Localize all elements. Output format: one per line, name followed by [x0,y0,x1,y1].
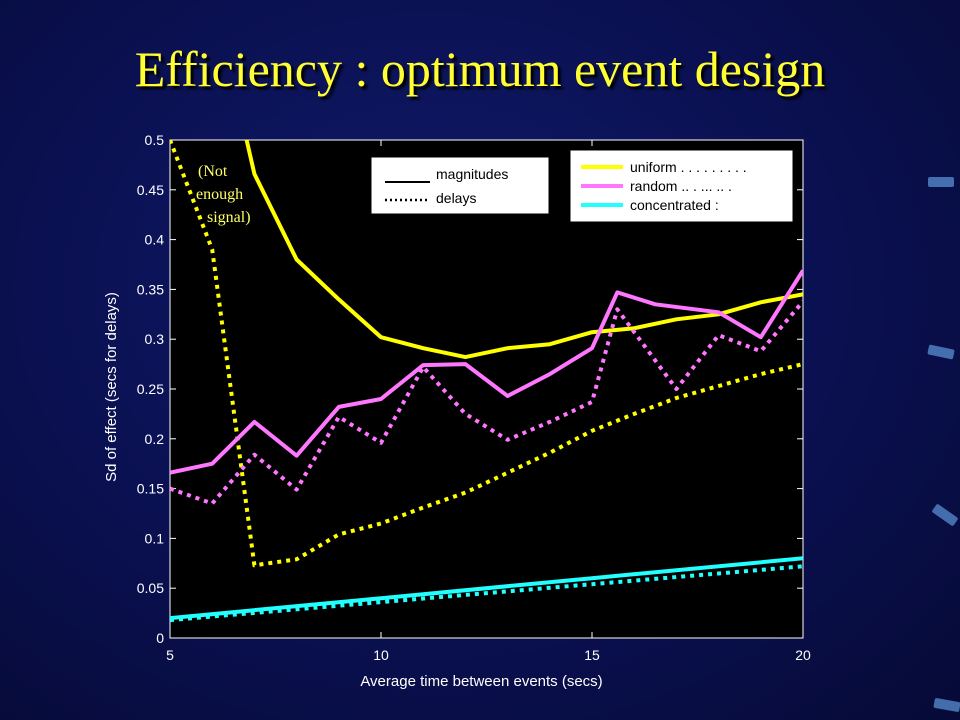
x-tick-label: 20 [795,647,811,663]
annotation-text: enough [196,186,243,203]
legend-style-box [370,156,550,215]
y-tick-label: 0.4 [145,232,165,248]
series-line-uniform-solid [244,140,803,360]
series-line-concentrated-solid [170,556,803,621]
y-tick-label: 0 [156,630,164,646]
series-line-uniform-dotted [170,140,803,568]
legend-design-label: random .. . ... .. . [630,178,732,194]
y-tick-label: 0.35 [137,281,164,297]
legend-design-label: concentrated : [630,197,719,213]
series-line-random-solid [170,269,803,475]
x-tick-label: 5 [166,647,174,663]
legend-style-label: delays [436,190,476,206]
x-tick-label: 15 [584,647,600,663]
legend-design-label: uniform . . . . . . . . . [630,159,747,175]
slide-title: Efficiency : optimum event design [134,41,826,97]
y-tick-label: 0.1 [145,530,165,546]
y-axis-label: Sd of effect (secs for delays) [103,292,120,482]
plot-area [169,139,804,639]
y-tick-label: 0.5 [145,132,165,148]
x-axis-label: Average time between events (secs) [360,673,602,690]
series-line-random-dotted [170,300,803,506]
annotation-text: signal) [207,209,251,226]
y-tick-label: 0.3 [145,331,165,347]
series-line-concentrated-dotted [170,564,803,623]
decorative-dash [928,177,954,187]
annotation-text: (Not [198,163,228,180]
legend-style-label: magnitudes [436,166,508,182]
y-tick-label: 0.45 [137,182,164,198]
x-tick-label: 10 [373,647,389,663]
y-tick-label: 0.05 [137,580,164,596]
y-tick-label: 0.2 [145,431,165,447]
y-tick-label: 0.15 [137,481,164,497]
y-tick-label: 0.25 [137,381,164,397]
